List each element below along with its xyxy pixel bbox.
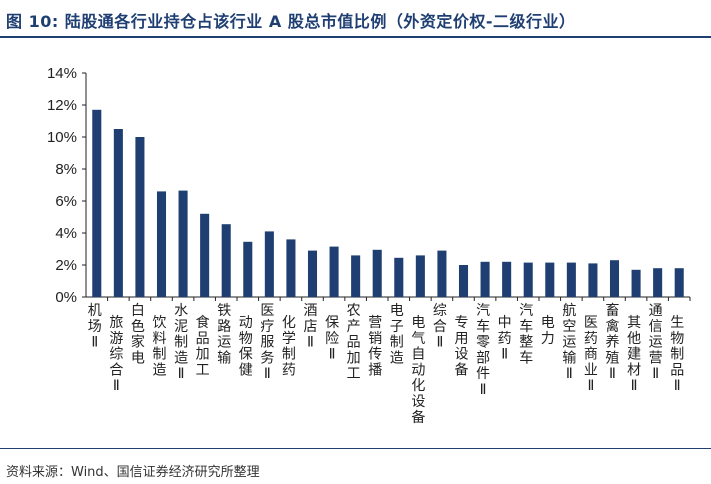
x-tick-label: 营销传播 (368, 315, 382, 378)
y-tick-label: 4% (55, 225, 77, 242)
x-tick-label: 电力 (541, 315, 555, 347)
bar (394, 257, 404, 297)
source-note: 资料来源：Wind、国信证券经济研究所整理 (6, 465, 260, 480)
x-tick-label: 医药商业 Ⅱ (584, 315, 598, 394)
bar (156, 191, 167, 297)
bar (372, 249, 382, 297)
x-tick-label: 农产品加工 (347, 303, 361, 382)
x-tick-label: 饮料制造 (153, 315, 167, 378)
bar (178, 190, 188, 297)
bar (351, 255, 361, 297)
x-tick-label: 机场 Ⅱ (88, 303, 102, 351)
bar (264, 231, 274, 297)
y-axis: 0% 2% 4% 6% 8% 10% 12% 14% (47, 65, 691, 306)
y-tick-label: 2% (55, 257, 77, 274)
bar (221, 224, 231, 297)
x-tick-label: 生物制品 Ⅱ (670, 315, 684, 394)
x-tick-label: 其他建材 Ⅱ (627, 315, 641, 394)
y-tick-label: 0% (55, 289, 77, 306)
x-tick-label: 旅游综合 Ⅱ (109, 315, 123, 394)
bar (437, 250, 447, 297)
x-tick-label: 汽车整车 (519, 303, 533, 366)
y-tick-label: 6% (55, 193, 77, 210)
x-tick-label: 电子制造 (390, 303, 404, 366)
x-tick-label: 食品加工 (196, 314, 210, 378)
bar (307, 250, 318, 297)
bar (135, 137, 145, 297)
bar (566, 262, 576, 297)
x-tick-label: 医疗服务 Ⅱ (260, 303, 274, 382)
y-tick-label: 8% (55, 161, 77, 178)
bar (609, 260, 620, 297)
bar (588, 263, 598, 297)
chart-footer: 资料来源：Wind、国信证券经济研究所整理 (0, 448, 711, 480)
bar-chart: 0% 2% 4% 6% 8% 10% 12% 14% 机场 Ⅱ 旅游综合 Ⅱ 白色家电饮料制造水泥制造… (47, 65, 691, 426)
x-tick-label: 水泥制造 Ⅱ (174, 303, 188, 382)
bar (523, 262, 533, 297)
bar (113, 129, 123, 297)
x-tick-label: 航空运输 Ⅱ (562, 303, 576, 382)
x-tick-label: 化学制药 (282, 315, 296, 378)
y-tick-label: 10% (47, 129, 77, 146)
bar (674, 268, 684, 297)
bar (329, 246, 339, 297)
x-tick-label: 白色家电 (131, 303, 145, 366)
bar (480, 261, 490, 297)
chart-header: 图 10: 陆股通各行业持仓占该行业 A 股总市值比例（外资定价权-二级行业） (0, 0, 711, 38)
y-tick-label: 14% (47, 65, 77, 82)
bar-series (92, 109, 684, 297)
x-tick-label: 汽车零部件 Ⅱ (476, 303, 490, 398)
bar (653, 268, 663, 297)
x-tick-label: 动物保健 (239, 315, 253, 378)
bar (631, 269, 641, 297)
x-tick-label: 畜禽养殖 Ⅱ (606, 303, 620, 382)
figure-title: 图 10: 陆股通各行业持仓占该行业 A 股总市值比例（外资定价权-二级行业） (6, 12, 576, 31)
x-tick-label: 酒店 Ⅱ (304, 303, 318, 351)
bar (502, 261, 512, 297)
x-tick-label: 专用设备 (455, 315, 469, 378)
bar (415, 255, 425, 297)
x-tick-label: 中药 Ⅱ (498, 315, 512, 363)
y-tick-label: 12% (47, 97, 77, 114)
x-tick-label: 综合 Ⅱ (433, 303, 447, 351)
bar (200, 213, 210, 297)
x-tick-label: 保险 Ⅱ (325, 315, 339, 363)
bar (92, 109, 102, 297)
bar (286, 239, 296, 297)
x-tick-label: 铁路运输 (217, 303, 231, 366)
bar (458, 265, 469, 297)
x-tick-label: 通信运营 Ⅱ (649, 303, 663, 382)
bar (545, 262, 555, 297)
bar (243, 241, 253, 297)
x-tick-label: 电气自动化设备 (411, 315, 425, 426)
